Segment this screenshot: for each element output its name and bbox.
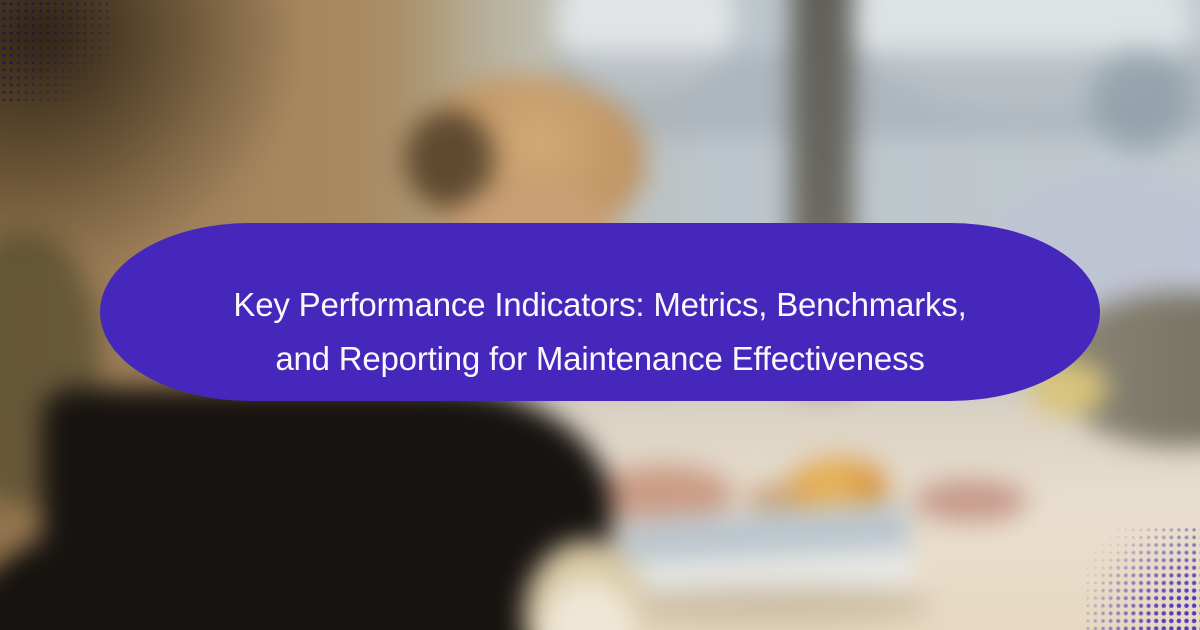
page-title: Key Performance Indicators: Metrics, Ben… (233, 278, 966, 386)
desk-shadow (598, 584, 933, 626)
halftone-dots-top-left (0, 0, 114, 106)
desk-item-pink (913, 480, 1028, 522)
page-title-line-2: and Reporting for Maintenance Effectiven… (275, 340, 925, 377)
title-banner: Key Performance Indicators: Metrics, Ben… (100, 223, 1100, 401)
window-building (1090, 48, 1190, 153)
page-title-line-1: Key Performance Indicators: Metrics, Ben… (233, 286, 967, 323)
halftone-dots-bottom-right-accent (1084, 526, 1200, 630)
person-body (42, 388, 612, 630)
